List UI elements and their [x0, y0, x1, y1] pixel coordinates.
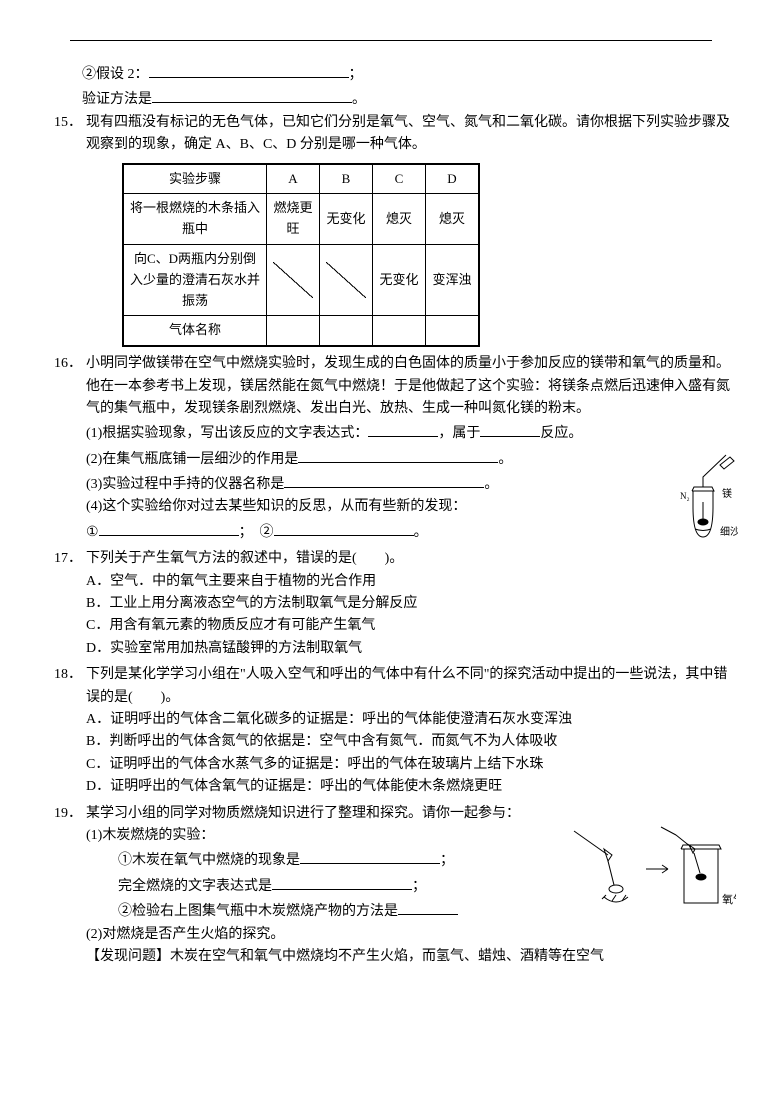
question-19: 19． 某学习小组的同学对物质燃烧知识进行了整理和探究。请你一起参与： (1)木…	[50, 803, 732, 969]
q16-s1: (1)根据实验现象，写出该反应的文字表达式：，属于反应。	[86, 420, 732, 445]
diag-cell	[267, 244, 320, 315]
q-body: 小明同学做镁带在空气中燃烧实验时，发现生成的白色固体的质量小于参加反应的镁带和氧…	[86, 353, 732, 544]
opt-b: B．工业上用分离液态空气的方法制取氧气是分解反应	[86, 593, 732, 615]
q-number: 16．	[50, 353, 86, 544]
svg-text:N₂: N₂	[680, 491, 690, 501]
q14-continuation: ②假设 2：； 验证方法是。	[50, 61, 732, 112]
question-15: 15． 现有四瓶没有标记的无色气体，已知它们分别是氧气、空气、氮气和二氧化碳。请…	[50, 112, 732, 157]
q-body: 某学习小组的同学对物质燃烧知识进行了整理和探究。请你一起参与： (1)木炭燃烧的…	[86, 803, 732, 969]
hyp2-label: ②假设 2：	[82, 67, 149, 82]
blank[interactable]	[300, 847, 440, 864]
q17-text: 下列关于产生氧气方法的叙述中，错误的是( )。	[86, 548, 732, 570]
q18-text: 下列是某化学学习小组在"人吸入空气和呼出的气体中有什么不同"的探究活动中提出的一…	[86, 664, 732, 709]
diag-cell	[320, 244, 373, 315]
s1d: 熄灭	[426, 194, 480, 245]
q16-text: 小明同学做镁带在空气中燃烧实验时，发现生成的白色固体的质量小于参加反应的镁带和氧…	[86, 353, 732, 420]
question-18: 18． 下列是某化学学习小组在"人吸入空气和呼出的气体中有什么不同"的探究活动中…	[50, 664, 732, 798]
s1b: 无变化	[320, 194, 373, 245]
opt-d: D．证明呼出的气体含氧气的证据是：呼出的气体能使木条燃烧更旺	[86, 776, 732, 798]
q19-text: 某学习小组的同学对物质燃烧知识进行了整理和探究。请你一起参与：	[86, 803, 732, 825]
s2c: 无变化	[373, 244, 426, 315]
blank[interactable]	[272, 873, 412, 890]
blank[interactable]	[398, 898, 458, 915]
blank-cell[interactable]	[320, 316, 373, 346]
q15-text: 现有四瓶没有标记的无色气体，已知它们分别是氧气、空气、氮气和二氧化碳。请你根据下…	[86, 112, 732, 157]
opt-c: C．用含有氧元素的物质反应才有可能产生氧气	[86, 615, 732, 637]
q19-s2: (2)对燃烧是否产生火焰的探究。	[86, 924, 732, 946]
question-17: 17． 下列关于产生氧气方法的叙述中，错误的是( )。 A．空气．中的氧气主要来…	[50, 548, 732, 660]
q19-s2a: 【发现问题】木炭在空气和氧气中燃烧均不产生火焰，而氢气、蜡烛、酒精等在空气	[86, 946, 732, 968]
step2: 向C、D两瓶内分别倒入少量的澄清石灰水并振荡	[123, 244, 267, 315]
q-number: 18．	[50, 664, 86, 798]
q-body: 现有四瓶没有标记的无色气体，已知它们分别是氧气、空气、氮气和二氧化碳。请你根据下…	[86, 112, 732, 157]
document-page: ②假设 2：； 验证方法是。 15． 现有四瓶没有标记的无色气体，已知它们分别是…	[0, 0, 782, 1105]
th-a: A	[267, 164, 320, 194]
blank[interactable]	[152, 86, 352, 103]
th-d: D	[426, 164, 480, 194]
blank[interactable]	[274, 519, 414, 536]
blank-cell[interactable]	[373, 316, 426, 346]
s1c: 熄灭	[373, 194, 426, 245]
q-body: 下列关于产生氧气方法的叙述中，错误的是( )。 A．空气．中的氧气主要来自于植物…	[86, 548, 732, 660]
q-number: 17．	[50, 548, 86, 660]
blank-cell[interactable]	[426, 316, 480, 346]
step3: 气体名称	[123, 316, 267, 346]
blank[interactable]	[149, 61, 349, 78]
blank-cell[interactable]	[267, 316, 320, 346]
step1: 将一根燃烧的木条插入瓶中	[123, 194, 267, 245]
q-number: 15．	[50, 112, 86, 157]
q16-s4-blanks: ①； ②。	[86, 519, 732, 544]
opt-b: B．判断呼出的气体含氮气的依据是：空气中含有氮气．而氮气不为人体吸收	[86, 731, 732, 753]
s1a: 燃烧更旺	[267, 194, 320, 245]
experiment-table: 实验步骤 A B C D 将一根燃烧的木条插入瓶中 燃烧更旺 无变化 熄灭 熄灭…	[122, 163, 480, 348]
question-16-wrap: 16． 小明同学做镁带在空气中燃烧实验时，发现生成的白色固体的质量小于参加反应的…	[50, 353, 732, 544]
jar-diagram: 氧气	[566, 825, 736, 915]
svg-text:氧气: 氧气	[722, 892, 736, 906]
s2d: 变浑浊	[426, 244, 480, 315]
opt-c: C．证明呼出的气体含水蒸气多的证据是：呼出的气体在玻璃片上结下水珠	[86, 754, 732, 776]
blank[interactable]	[298, 446, 498, 463]
th-c: C	[373, 164, 426, 194]
question-16: 16． 小明同学做镁带在空气中燃烧实验时，发现生成的白色固体的质量小于参加反应的…	[50, 353, 732, 544]
page-top-rule	[70, 40, 712, 41]
q16-s4: (4)这个实验给你对过去某些知识的反思，从而有些新的发现：	[86, 496, 732, 518]
svg-text:细沙: 细沙	[720, 525, 738, 538]
blank[interactable]	[368, 420, 438, 437]
th-b: B	[320, 164, 373, 194]
q-number: 19．	[50, 803, 86, 969]
q16-s2: (2)在集气瓶底铺一层细沙的作用是。	[86, 446, 732, 471]
verify-label: 验证方法是	[82, 92, 152, 107]
blank[interactable]	[284, 471, 484, 488]
opt-a: A．空气．中的氧气主要来自于植物的光合作用	[86, 571, 732, 593]
blank[interactable]	[99, 519, 239, 536]
q16-s3: (3)实验过程中手持的仪器名称是。	[86, 471, 732, 496]
svg-text:镁: 镁	[722, 487, 732, 500]
blank[interactable]	[480, 420, 540, 437]
opt-d: D．实验室常用加热高锰酸钾的方法制取氧气	[86, 638, 732, 660]
q15-table-wrap: 实验步骤 A B C D 将一根燃烧的木条插入瓶中 燃烧更旺 无变化 熄灭 熄灭…	[122, 163, 732, 348]
flask-diagram: N₂ 镁 细沙	[668, 447, 738, 543]
q-body: 下列是某化学学习小组在"人吸入空气和呼出的气体中有什么不同"的探究活动中提出的一…	[86, 664, 732, 798]
th-step: 实验步骤	[123, 164, 267, 194]
opt-a: A．证明呼出的气体含二氧化碳多的证据是：呼出的气体能使澄清石灰水变浑浊	[86, 709, 732, 731]
